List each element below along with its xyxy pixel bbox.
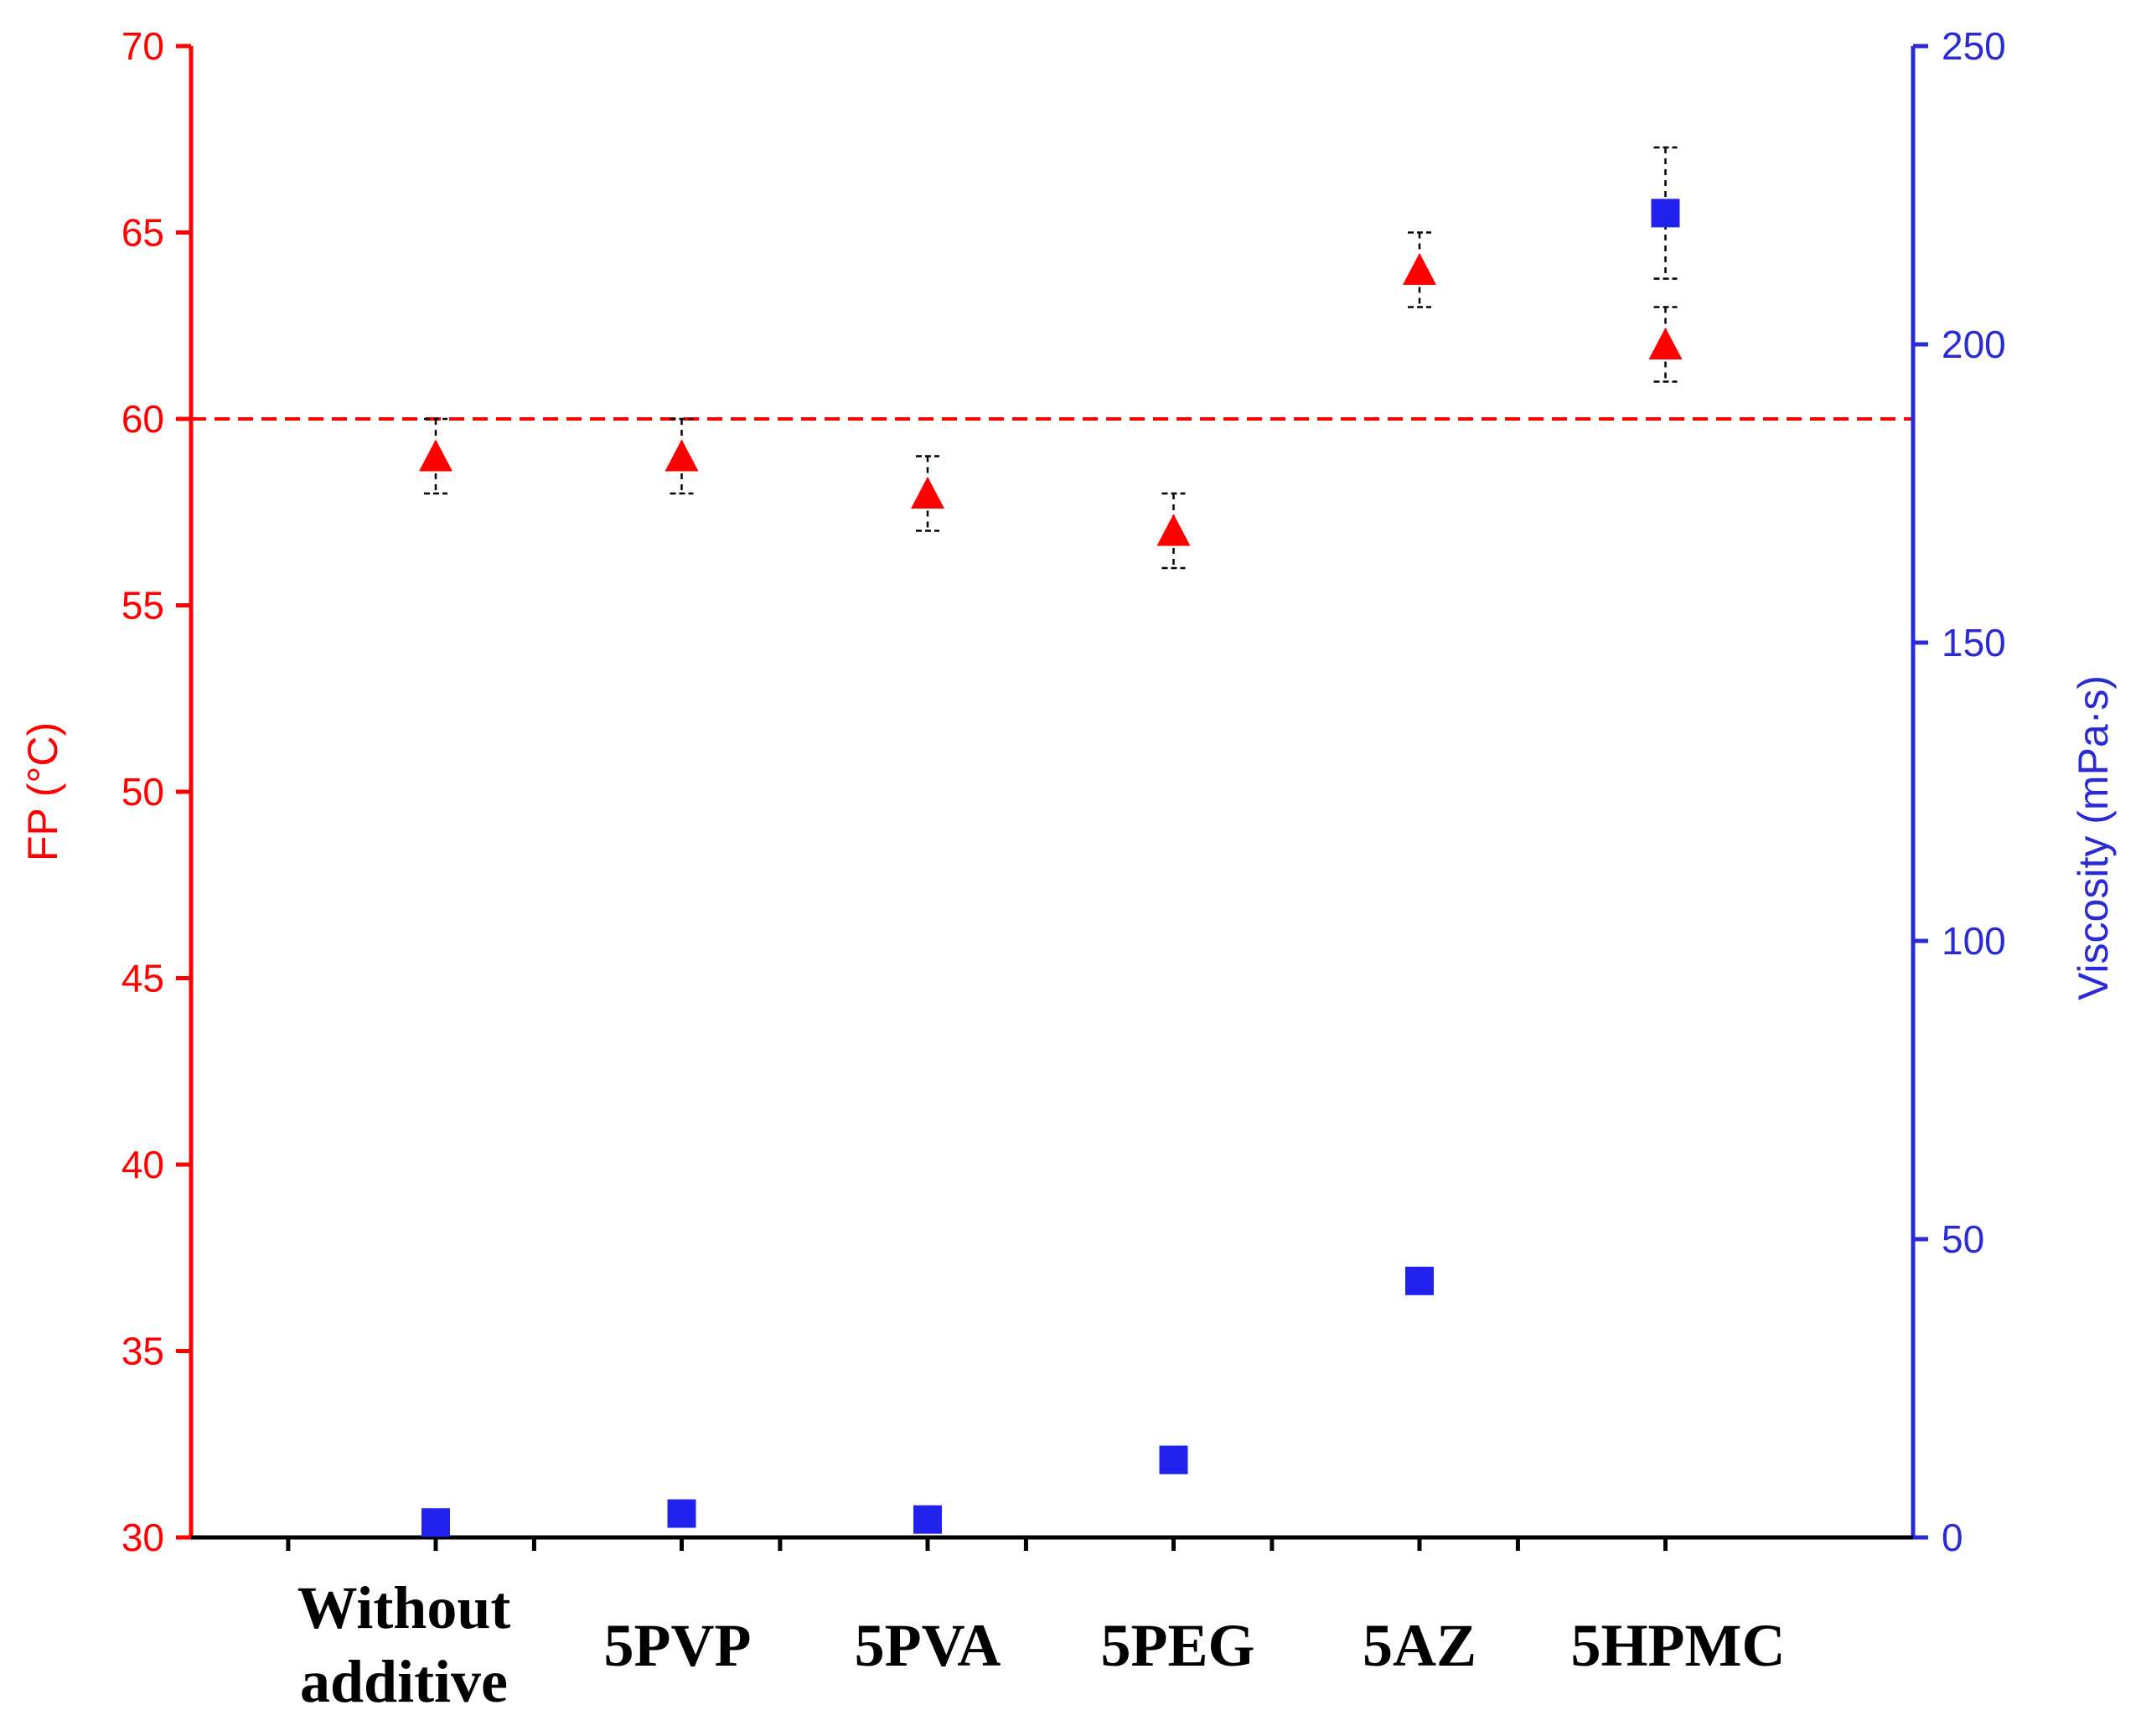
- fp-triangle-point: [1648, 328, 1683, 359]
- viscosity-square-point: [667, 1499, 696, 1528]
- viscosity-square-point: [1405, 1266, 1434, 1295]
- right-tick-label: 250: [1942, 24, 2006, 68]
- marks-layer: [419, 146, 1683, 1537]
- left-tick-label: 65: [122, 211, 164, 255]
- viscosity-square-point: [1651, 199, 1680, 228]
- left-tick-label: 40: [122, 1143, 164, 1186]
- left-tick-label: 70: [122, 24, 164, 68]
- left-axis-title: FP (°C): [19, 722, 66, 861]
- x-category-label: Without: [297, 1574, 511, 1641]
- viscosity-square-point: [421, 1508, 450, 1537]
- x-category-label: 5PVP: [604, 1612, 752, 1679]
- viscosity-square-point: [1159, 1445, 1188, 1475]
- x-category-label: 5PEG: [1100, 1612, 1254, 1679]
- left-tick-label: 45: [122, 957, 164, 1000]
- left-tick-label: 55: [122, 584, 164, 628]
- fp-triangle-point: [1403, 253, 1436, 285]
- right-tick-label: 200: [1942, 323, 2006, 366]
- left-tick-label: 30: [122, 1516, 164, 1559]
- axes-layer: [176, 44, 1928, 1551]
- fp-triangle-point: [419, 439, 453, 472]
- viscosity-square-point: [913, 1505, 942, 1534]
- x-category-label: 5AZ: [1363, 1612, 1476, 1679]
- right-tick-label: 150: [1942, 621, 2006, 664]
- right-tick-label: 0: [1942, 1516, 1963, 1559]
- fp-triangle-point: [911, 477, 944, 509]
- right-tick-label: 50: [1942, 1217, 1984, 1261]
- labels-layer: 30 35 40 45 50 55 60 65 70 0 50 100 150 200 250 Without…: [19, 24, 2117, 1715]
- right-tick-label: 100: [1942, 919, 2006, 963]
- x-category-label: 5PVA: [855, 1612, 1001, 1679]
- fp-triangle-point: [665, 439, 699, 472]
- left-tick-label: 50: [122, 770, 164, 814]
- right-axis-title: Viscosity (mPa·s): [2070, 675, 2117, 1000]
- fp-triangle-point: [1156, 514, 1191, 546]
- left-tick-label: 35: [122, 1330, 164, 1373]
- left-tick-label: 60: [122, 397, 164, 441]
- x-category-label: additive: [300, 1648, 508, 1715]
- x-category-label: 5HPMC: [1571, 1612, 1786, 1679]
